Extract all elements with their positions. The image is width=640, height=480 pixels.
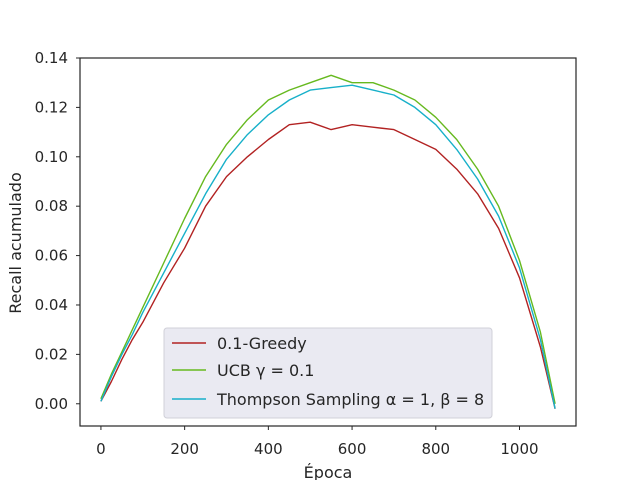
x-tick-label: 800 — [421, 440, 450, 458]
y-tick-label: 0.12 — [35, 98, 68, 116]
x-tick-label: 400 — [254, 440, 283, 458]
y-tick-label: 0.14 — [35, 49, 68, 67]
ticks-group: 0 200 400 600 800 1000 0.00 0.02 0.04 0.06 0.08 0.1… — [35, 49, 539, 458]
x-tick-label: 200 — [170, 440, 199, 458]
legend-label-ucb: UCB γ = 0.1 — [217, 361, 314, 380]
x-axis-label: Época — [304, 463, 353, 480]
y-tick-label: 0.00 — [35, 395, 68, 413]
x-tick-label: 1000 — [500, 440, 538, 458]
series-line-1 — [100, 74, 556, 404]
legend: 0.1-Greedy UCB γ = 0.1 Thompson Sampling… — [163, 327, 493, 419]
y-tick-label: 0.10 — [35, 148, 68, 166]
legend-label-greedy: 0.1-Greedy — [217, 334, 307, 353]
y-tick-label: 0.02 — [35, 345, 68, 363]
legend-label-thompson: Thompson Sampling α = 1, β = 8 — [216, 390, 484, 409]
y-tick-label: 0.06 — [35, 247, 68, 265]
series-group — [100, 74, 556, 409]
legend-box — [163, 327, 493, 419]
series-line-0 — [100, 121, 556, 409]
y-tick-label: 0.04 — [35, 296, 68, 314]
y-axis-label: Recall acumulado — [6, 172, 25, 313]
x-tick-label: 0 — [96, 440, 106, 458]
series-line-2 — [100, 84, 556, 409]
y-tick-label: 0.08 — [35, 197, 68, 215]
x-tick-label: 600 — [338, 440, 367, 458]
